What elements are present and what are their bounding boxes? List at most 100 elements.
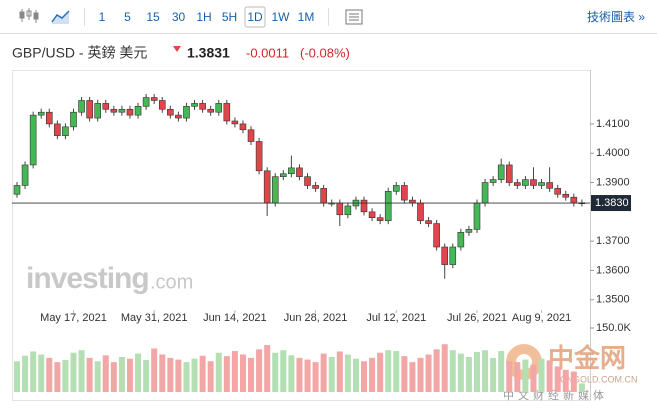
interval-button[interactable]: 15	[146, 10, 160, 24]
y-tick-label: 1.3700	[596, 235, 630, 247]
candle-body	[62, 126, 69, 136]
volume-bar	[473, 351, 480, 392]
interval-button[interactable]: 1H	[196, 10, 211, 24]
volume-bar	[215, 352, 222, 392]
interval-button[interactable]: 1M	[298, 10, 315, 24]
volume-bar	[369, 357, 376, 392]
x-tick-label: May 17, 2021	[40, 312, 107, 324]
candle-icon[interactable]	[19, 8, 39, 23]
volume-bar	[207, 361, 214, 392]
volume-bar	[320, 353, 327, 392]
volume-bar	[38, 354, 45, 392]
candle-body	[255, 141, 263, 172]
active-interval	[244, 6, 266, 28]
settings-icon[interactable]	[345, 9, 363, 25]
volume-bar	[465, 357, 472, 392]
last-price-box	[591, 195, 631, 212]
interval-button[interactable]: 5H	[222, 10, 237, 24]
volume-bar	[118, 357, 125, 392]
volume-bar	[522, 359, 529, 392]
candle-body	[191, 103, 198, 107]
candle-body	[158, 100, 166, 110]
interval-button[interactable]: 1W	[272, 10, 291, 24]
volume-bar	[191, 358, 198, 392]
candle-body	[344, 205, 352, 216]
candle-body	[175, 114, 182, 119]
interval-button[interactable]: 1	[99, 10, 106, 24]
candle-body	[320, 188, 327, 204]
volume-bar	[46, 357, 53, 392]
candle-body	[207, 108, 214, 113]
volume-bar	[449, 350, 456, 392]
instrument-title: GBP/USD - 英鎊 美元	[12, 45, 147, 61]
volume-bar	[361, 361, 368, 392]
volume-bar	[441, 344, 448, 392]
last-price: 1.3831	[187, 45, 230, 61]
volume-bar	[425, 354, 432, 392]
candle-body	[247, 129, 255, 142]
candle-body	[142, 97, 150, 107]
down-arrow	[173, 46, 181, 52]
candle-body	[473, 202, 481, 230]
interval-button[interactable]: 1D	[247, 10, 263, 24]
volume-bar	[344, 354, 351, 392]
candle-body	[199, 103, 206, 110]
candle-body	[102, 103, 110, 110]
candle-body	[150, 97, 158, 101]
volume-bar	[514, 362, 521, 392]
volume-bar	[159, 354, 166, 392]
candle-body	[296, 167, 303, 177]
candle-body	[86, 100, 93, 119]
candle-body	[417, 202, 424, 221]
volume-bar	[498, 351, 505, 392]
volume-bar	[336, 351, 343, 392]
volume-bar	[239, 354, 246, 392]
candle-body	[401, 185, 408, 201]
volume-bar	[417, 357, 424, 392]
logo-name: 中金网	[548, 343, 626, 373]
x-tick-label: Aug 9, 2021	[512, 312, 571, 324]
candle-body	[522, 179, 529, 186]
volume-bar	[482, 350, 489, 392]
technical-chart-link[interactable]: 技術圖表 »	[587, 10, 645, 24]
candle-body	[570, 196, 578, 204]
candle-body	[546, 182, 553, 189]
candle-body	[360, 199, 368, 213]
interval-button[interactable]: 5	[124, 10, 131, 24]
volume-bar	[530, 364, 537, 392]
candle-body	[29, 114, 37, 166]
volume-bar	[54, 362, 61, 392]
interval-button[interactable]: 30	[172, 10, 186, 24]
candle-body	[118, 108, 126, 113]
y2-tick-label: 150.0K	[596, 322, 632, 334]
y-tick-label: 1.4100	[596, 118, 630, 130]
volume-bar	[102, 355, 109, 392]
volume-bar	[272, 352, 279, 392]
y-tick-label: 1.3600	[596, 264, 630, 276]
y-tick-label: 1.3500	[596, 294, 630, 306]
candle-body	[530, 179, 537, 186]
volume-bar	[231, 351, 238, 392]
volume-bar	[490, 357, 497, 392]
candle-body	[489, 179, 497, 183]
volume-bar	[126, 358, 133, 392]
candle-body	[183, 106, 190, 119]
x-tick-label: Jun 28, 2021	[284, 312, 348, 324]
candle-body	[514, 182, 521, 186]
volume-bar	[14, 361, 20, 392]
candle-body	[465, 229, 473, 233]
candle-body	[215, 103, 223, 113]
volume-bar	[288, 355, 295, 392]
volume-bar	[199, 355, 206, 392]
x-tick-label: Jun 14, 2021	[203, 312, 267, 324]
candle-body	[13, 185, 21, 195]
area-icon[interactable]	[51, 10, 70, 24]
candle-body	[425, 220, 432, 224]
watermark-brand: investing	[26, 262, 149, 295]
candle-body	[70, 111, 77, 128]
volume-bar	[22, 355, 29, 392]
volume-bar	[457, 353, 464, 392]
volume-bar	[304, 359, 311, 392]
candle-body	[280, 173, 287, 177]
